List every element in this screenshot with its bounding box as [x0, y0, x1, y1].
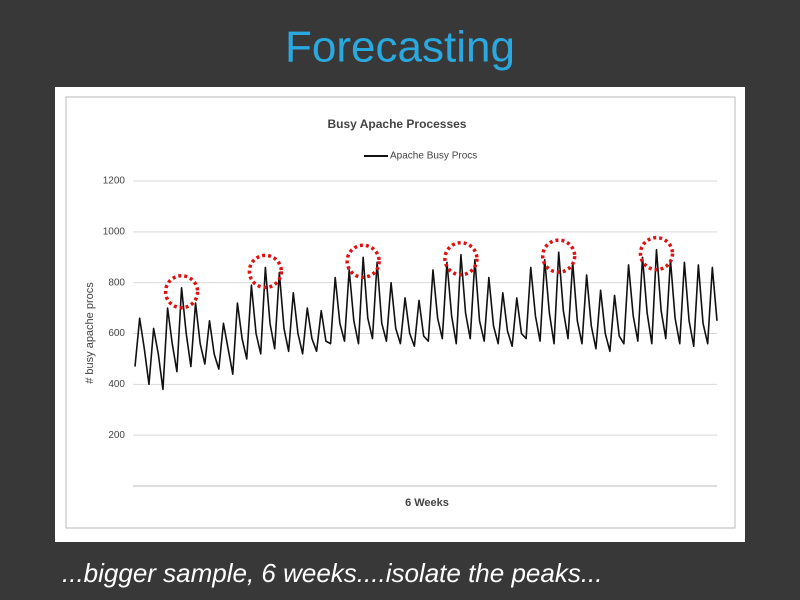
y-tick-label: 600 [108, 328, 125, 339]
peak-highlight [345, 243, 381, 279]
x-axis-label: 6 Weeks [405, 497, 449, 509]
peak-highlight [163, 274, 200, 310]
y-tick-label: 1200 [103, 176, 126, 187]
y-tick-label: 800 [108, 277, 125, 288]
slide-title: Forecasting [285, 23, 515, 72]
data-line [134, 248, 718, 391]
chart-title: Busy Apache Processes [328, 117, 467, 131]
slide-caption: ...bigger sample, 6 weeks....isolate the… [62, 558, 603, 588]
y-tick-label: 200 [108, 430, 125, 441]
y-axis-label: # busy apache procs [84, 282, 96, 384]
peak-highlight [443, 240, 479, 277]
peak-highlight [247, 253, 284, 290]
peak-highlight [638, 235, 675, 272]
legend-label: Apache Busy Procs [390, 151, 477, 162]
chart-panel [55, 87, 745, 542]
peak-highlight [540, 238, 577, 274]
y-tick-label: 400 [108, 379, 125, 390]
chart-border [65, 96, 736, 529]
y-tick-label: 1000 [103, 226, 126, 237]
